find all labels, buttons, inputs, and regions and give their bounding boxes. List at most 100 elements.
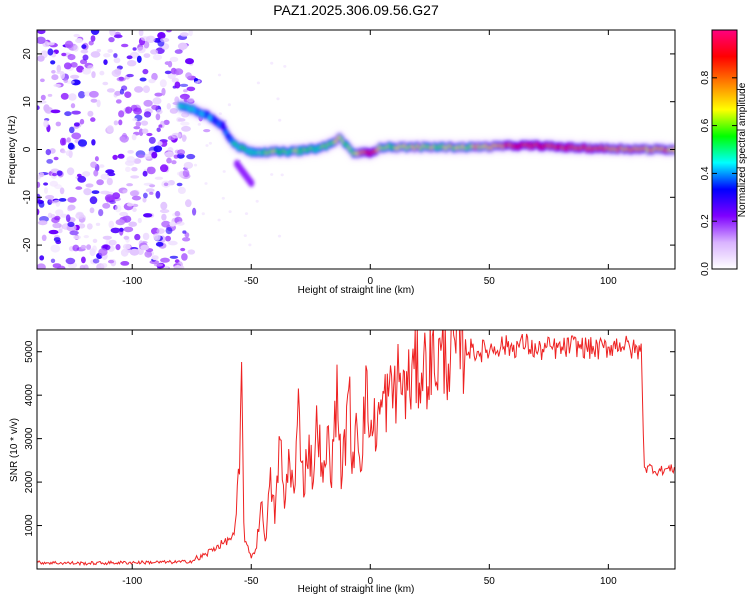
- noise-blob: [90, 117, 96, 122]
- noise-blob: [77, 139, 88, 147]
- noise-blob: [181, 253, 188, 261]
- noise-blob: [142, 232, 150, 241]
- noise-blob: [256, 81, 260, 85]
- noise-blob: [106, 88, 115, 93]
- noise-blob: [153, 263, 164, 267]
- noise-blob: [155, 241, 164, 247]
- colorbar-tick-label: 0.6: [700, 118, 711, 132]
- noise-blob: [142, 85, 150, 93]
- noise-blob: [53, 83, 62, 88]
- x-tick-label: 50: [484, 276, 496, 287]
- noise-blob: [69, 230, 79, 236]
- noise-blob: [132, 117, 138, 122]
- noise-blob: [151, 72, 158, 81]
- noise-blob: [179, 32, 189, 37]
- noise-blob: [126, 202, 134, 207]
- x-tick-label: 0: [368, 576, 374, 587]
- noise-blob: [91, 139, 96, 146]
- noise-blob: [137, 154, 145, 159]
- noise-blob: [59, 187, 65, 195]
- noise-blob: [161, 213, 167, 221]
- noise-blob: [60, 92, 69, 100]
- snr-ylabel: SNR (10 * v/v): [9, 418, 20, 482]
- noise-blob: [99, 70, 105, 76]
- noise-blob: [87, 110, 94, 117]
- noise-blob: [113, 57, 121, 64]
- noise-blob: [159, 79, 167, 88]
- noise-blob: [102, 202, 111, 209]
- noise-blob: [116, 77, 126, 82]
- noise-blob: [126, 55, 133, 60]
- noise-blob: [158, 124, 163, 128]
- noise-blob: [161, 180, 171, 188]
- colorbar-tick-label: 0.0: [700, 262, 711, 276]
- noise-blob: [39, 172, 45, 178]
- noise-blob: [96, 48, 102, 53]
- noise-blob: [194, 81, 199, 84]
- noise-blob: [270, 61, 274, 65]
- noise-blob: [217, 218, 221, 222]
- noise-blob: [119, 211, 128, 217]
- noise-blob: [179, 93, 190, 100]
- colorbar-ticks: 0.0 0.2 0.4 0.6 0.8: [700, 70, 737, 276]
- noise-blob: [150, 49, 159, 55]
- noise-blob: [108, 220, 115, 229]
- noise-blob: [106, 177, 113, 186]
- noise-blob: [52, 222, 62, 229]
- noise-blob: [96, 99, 101, 108]
- noise-blob: [100, 173, 110, 180]
- noise-blob: [142, 170, 148, 177]
- noise-blob: [85, 183, 94, 188]
- noise-blob: [51, 217, 60, 224]
- noise-blob: [65, 150, 73, 157]
- noise-blob: [169, 56, 179, 63]
- noise-blob: [177, 42, 188, 50]
- noise-blob: [87, 65, 94, 70]
- noise-blob: [131, 167, 138, 172]
- noise-blob: [156, 127, 161, 133]
- noise-blob: [44, 106, 53, 114]
- noise-blob: [89, 207, 95, 214]
- y-tick-label: 2000: [24, 471, 35, 494]
- noise-blob: [130, 175, 140, 179]
- noise-blob: [69, 126, 75, 134]
- snr-series-line: [37, 330, 675, 567]
- noise-blob: [127, 60, 137, 67]
- noise-blob: [182, 230, 187, 234]
- noise-blob: [136, 55, 142, 63]
- noise-blob: [186, 86, 196, 92]
- noise-blob: [177, 186, 186, 194]
- noise-blob: [82, 68, 92, 75]
- noise-blob: [73, 235, 81, 240]
- noise-blob: [156, 228, 165, 235]
- noise-blob: [149, 260, 160, 265]
- noise-blob: [51, 70, 56, 74]
- noise-blob: [167, 147, 174, 153]
- noise-blob: [167, 73, 176, 79]
- noise-blob: [43, 182, 49, 186]
- noise-blob: [120, 261, 130, 266]
- noise-blob: [83, 235, 90, 239]
- noise-blob: [52, 199, 62, 204]
- noise-blob: [107, 49, 113, 53]
- noise-blob: [143, 192, 148, 199]
- noise-blob: [151, 255, 159, 261]
- noise-blob: [47, 42, 55, 46]
- x-tick-label: 50: [484, 576, 496, 587]
- noise-blob: [110, 227, 121, 234]
- noise-blob: [82, 171, 91, 177]
- noise-blob: [129, 190, 139, 197]
- noise-blob: [154, 92, 163, 97]
- noise-blob: [134, 233, 141, 241]
- noise-blob: [221, 196, 225, 200]
- noise-blob: [166, 103, 171, 110]
- noise-blob: [47, 48, 54, 56]
- noise-blob: [174, 210, 181, 217]
- noise-blob: [121, 43, 129, 48]
- noise-blob: [37, 36, 46, 44]
- noise-blob: [66, 80, 75, 84]
- noise-blob: [280, 173, 284, 177]
- noise-blob: [148, 136, 156, 144]
- noise-blob: [79, 118, 85, 125]
- noise-blob: [47, 93, 53, 97]
